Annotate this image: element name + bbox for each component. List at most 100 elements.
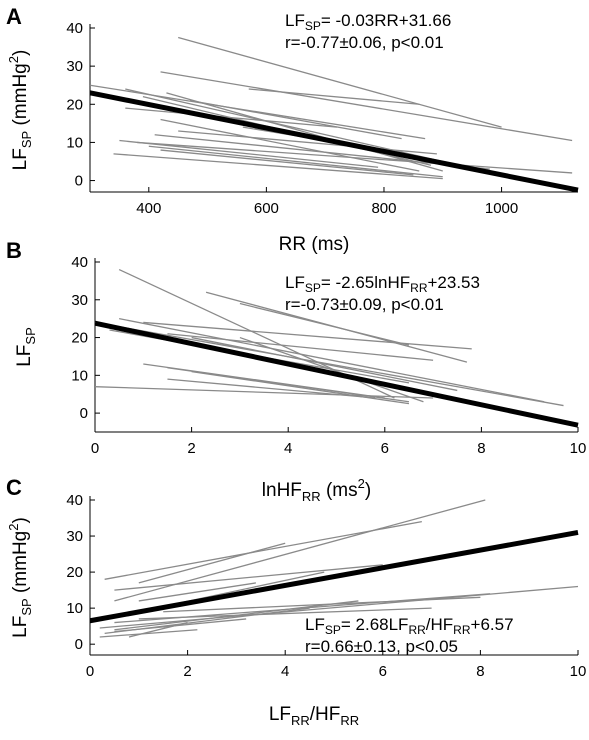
individual-line [178,130,437,155]
y-tick-label: 30 [66,528,83,545]
x-label-subscript: RR [340,713,359,728]
regression-equation: LFSP= 2.68LFRR/HFRR+6.57 [305,615,514,637]
regression-line [89,90,579,193]
individual-line [138,582,257,602]
x-tick-label: 0 [86,663,94,680]
individual-line [94,321,564,407]
x-tick-label: 10 [570,440,587,457]
y-tick-label: 30 [71,292,88,309]
individual-line [99,629,198,638]
y-label-superscript: 2 [6,524,21,531]
x-label-text: /HF [310,704,341,725]
x-label-subscript: RR [291,713,310,728]
individual-line [119,318,545,403]
individual-line [89,84,426,140]
equation-subscript: SP [305,19,321,33]
x-label-text: RR (ms) [279,234,350,255]
equation-subscript: RR [453,623,471,637]
x-tick-label: 10 [570,663,587,680]
y-tick-label: 40 [66,20,83,37]
individual-line [119,139,379,168]
x-tick-label: 4 [281,663,289,680]
equation-text: LF [285,11,305,30]
individual-line [114,499,486,602]
individual-line [113,153,443,180]
y-label-text: LF [14,345,35,367]
x-tick-label: 8 [477,440,485,457]
equation-text: LF [285,273,305,292]
y-tick-label: 0 [80,405,88,422]
x-label-text: LF [269,704,291,725]
individual-line [178,36,502,128]
y-label-subscript: SP [19,598,34,615]
individual-line [191,370,410,405]
y-label-unit: ) [10,50,31,56]
y-axis-label: LFSP [14,327,38,367]
y-tick-label: 0 [75,636,83,653]
y-tick-label: 20 [71,330,88,347]
individual-line [138,607,432,620]
correlation-stats: r=0.66±0.13, p<0.05 [305,637,458,656]
equation-text: = 2.68LF [341,615,409,634]
y-axis-label: LFSP (mmHg2) [6,50,34,171]
x-axis-label: RR (ms) [279,234,350,255]
x-tick-label: 6 [381,440,389,457]
y-axis-label: LFSP (mmHg2) [6,517,34,638]
x-label-subscript: RR [302,489,321,504]
individual-line [114,564,383,591]
x-tick-label: 4 [284,440,292,457]
equation-subscript: RR [408,623,426,637]
x-tick-label: 6 [379,663,387,680]
individual-line [160,149,414,176]
equation-text: +6.57 [471,615,514,634]
regression-equation: LFSP= -0.03RR+31.66 [285,11,451,33]
individual-line [167,333,434,361]
x-label-text: lnHF [262,480,302,501]
x-tick-label: 800 [371,200,396,217]
equation-subscript: SP [305,281,321,295]
y-label-text: LF [10,148,31,170]
y-label-superscript: 2 [6,56,21,63]
x-label-unit: ) [365,480,371,501]
individual-line [163,596,481,613]
y-label-subscript: SP [23,327,38,344]
individual-line [239,302,410,346]
x-axis-label: lnHFRR (ms2) [262,476,371,504]
y-label-subscript: SP [19,131,34,148]
x-axis-label: LFRR/HFRR [269,704,359,728]
correlation-stats: r=-0.73±0.09, p<0.01 [285,295,444,314]
panel-letter: C [6,475,22,500]
x-label-unit: (ms [321,480,358,501]
individual-line [138,542,286,584]
x-tick-label: 2 [183,663,191,680]
individual-line [160,118,420,172]
y-tick-label: 20 [66,564,83,581]
regression-line [94,320,579,428]
individual-line [114,618,247,633]
y-label-unit: ) [10,517,31,523]
y-tick-label: 20 [66,96,83,113]
equation-text: +23.53 [428,273,480,292]
x-tick-label: 2 [187,440,195,457]
x-tick-label: 1000 [485,200,518,217]
y-label-unit: (mmHg [10,63,31,131]
equation-subscript: SP [325,623,341,637]
individual-line [125,107,337,128]
individual-line [104,520,422,580]
x-tick-label: 400 [136,200,161,217]
regression-line [89,529,579,624]
x-tick-label: 0 [91,440,99,457]
y-label-text: LF [10,616,31,638]
individual-line [99,585,579,629]
individual-line [143,321,472,350]
equation-text: LF [305,615,325,634]
equation-subscript: RR [410,281,428,295]
equation-text: = -0.03RR+31.66 [321,11,451,30]
individual-line [94,386,434,399]
individual-line [136,141,573,174]
x-tick-label: 8 [476,663,484,680]
x-tick-label: 600 [254,200,279,217]
individual-line [166,92,443,172]
